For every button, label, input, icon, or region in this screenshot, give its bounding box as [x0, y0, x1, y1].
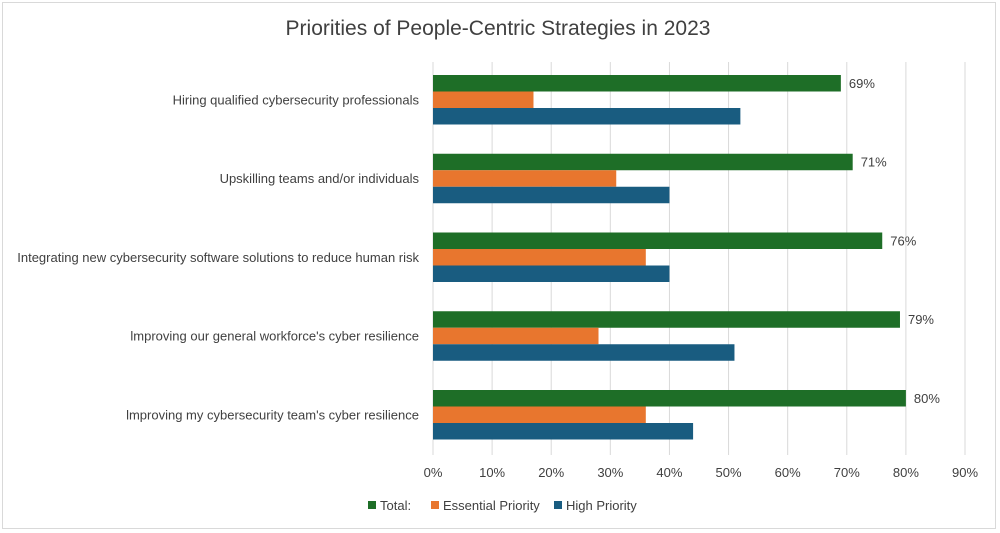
bar-total: [433, 153, 853, 171]
bar-total: [433, 75, 841, 92]
bars: 69% 71% 76% 79% 80%: [433, 75, 940, 440]
data-label: 80%: [914, 391, 940, 406]
bar-total: [433, 232, 883, 249]
bar-essential-priority: [433, 406, 646, 423]
data-label: 76%: [890, 233, 916, 248]
bar-total: [433, 390, 906, 407]
category-labels: Hiring qualified cybersecurity professio…: [17, 92, 419, 422]
x-axis-ticks: 0% 10% 20% 30% 40% 50% 60% 70% 80% 90%: [424, 465, 979, 480]
bar-high-priority: [433, 265, 670, 282]
legend-label: Essential Priority: [443, 498, 540, 513]
x-tick-label: 90%: [952, 465, 978, 480]
category-label: Hiring qualified cybersecurity professio…: [173, 92, 420, 107]
x-tick-label: 10%: [479, 465, 505, 480]
bar-high-priority: [433, 108, 741, 125]
bar-high-priority: [433, 423, 694, 440]
legend-label: Total:: [380, 498, 411, 513]
category-label: Integrating new cybersecurity software s…: [17, 250, 419, 265]
x-tick-label: 0%: [424, 465, 443, 480]
x-tick-label: 50%: [716, 465, 742, 480]
bar-essential-priority: [433, 327, 599, 345]
data-label: 79%: [908, 312, 934, 327]
legend-label: High Priority: [566, 498, 637, 513]
legend-swatch: [554, 501, 562, 509]
x-tick-label: 80%: [893, 465, 919, 480]
x-tick-label: 40%: [656, 465, 682, 480]
bar-total: [433, 311, 900, 328]
category-label: Upskilling teams and/or individuals: [220, 171, 420, 186]
legend: Total: Essential Priority High Priority: [368, 498, 637, 513]
x-tick-label: 30%: [597, 465, 623, 480]
bar-essential-priority: [433, 91, 534, 108]
data-label: 71%: [861, 155, 887, 170]
category-label: lmproving our general workforce's cyber …: [130, 329, 419, 344]
x-tick-label: 70%: [834, 465, 860, 480]
x-tick-label: 20%: [538, 465, 564, 480]
bar-high-priority: [433, 344, 735, 361]
bar-high-priority: [433, 186, 670, 204]
chart-title: Priorities of People-Centric Strategies …: [286, 17, 711, 40]
legend-swatch: [368, 501, 376, 509]
category-label: lmproving my cybersecurity team's cyber …: [126, 407, 419, 422]
legend-swatch: [431, 501, 439, 509]
gridlines: [432, 62, 966, 455]
bar-essential-priority: [433, 249, 646, 266]
x-tick-label: 60%: [775, 465, 801, 480]
bar-essential-priority: [433, 170, 617, 187]
data-label: 69%: [849, 76, 875, 91]
